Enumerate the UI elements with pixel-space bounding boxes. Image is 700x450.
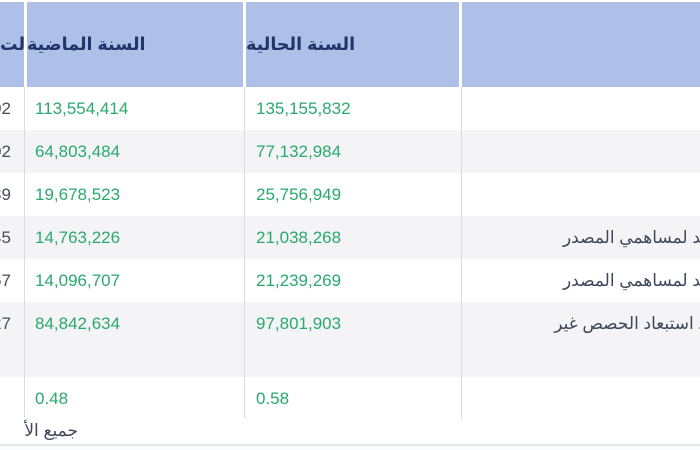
cut-left-value: [0, 377, 24, 420]
current-year-value: 21,239,269: [256, 271, 342, 290]
header-cut-left-column: الت: [0, 2, 24, 87]
header-cut-left-fragment: الت: [0, 34, 24, 54]
last-year-value: 19,678,523: [35, 185, 121, 204]
cut-left-value: 57: [0, 271, 11, 290]
table-row: 39 19,678,523 25,756,949: [0, 173, 700, 216]
table-row-empty: [0, 345, 700, 377]
last-year-value: 64,803,484: [35, 142, 121, 161]
header-last-year: السنة الماضية: [27, 2, 243, 87]
column-separator: [24, 87, 25, 418]
row-label-cell: ئد لمساهمي المصدر: [562, 271, 700, 290]
column-separator: [244, 87, 245, 418]
bottom-band: [0, 446, 700, 450]
last-year-value: 14,763,226: [35, 228, 121, 247]
current-year-value: 77,132,984: [256, 142, 342, 161]
last-year-value: 84,842,634: [35, 314, 121, 333]
cut-left-value: 39: [0, 185, 11, 204]
header-current-year: السنة الحالية: [246, 2, 459, 87]
row-label-cell: ئد لمساهمي المصدر: [562, 228, 700, 247]
last-year-value: 113,554,414: [35, 99, 129, 118]
last-year-value: 14,096,707: [35, 271, 121, 290]
row-label-cell: د استبعاد الحصص غير: [554, 314, 700, 333]
bottom-divider: [0, 444, 700, 446]
header-row-labels-column: [462, 2, 700, 87]
table-row: 02 64,803,484 77,132,984: [0, 130, 700, 173]
row-label-cell: [461, 377, 700, 420]
column-separator: [461, 87, 462, 418]
row-label-cell: [461, 87, 700, 130]
footer-note-fragment: جميع الأ: [24, 421, 78, 440]
table-row: 27 84,842,634 97,801,903 د استبعاد الحصص…: [0, 302, 700, 345]
table-row-eps: 0.48 0.58: [0, 377, 700, 420]
cut-left-value: 45: [0, 228, 11, 247]
current-year-eps-value: 0.58: [256, 389, 290, 408]
table-row: 57 14,096,707 21,239,269 ئد لمساهمي المص…: [0, 259, 700, 302]
row-label-cell: [461, 173, 700, 216]
last-year-eps-value: 0.48: [35, 389, 69, 408]
cut-left-value: 02: [0, 142, 11, 161]
current-year-value: 25,756,949: [256, 185, 342, 204]
header-last-year-label: السنة الماضية: [27, 34, 146, 54]
current-year-value: 135,155,832: [256, 99, 351, 118]
current-year-value: 97,801,903: [256, 314, 342, 333]
header-current-year-label: السنة الحالية: [246, 34, 356, 54]
row-label-cell: [461, 130, 700, 173]
table-row: 02 113,554,414 135,155,832: [0, 87, 700, 130]
table-row: 45 14,763,226 21,038,268 ئد لمساهمي المص…: [0, 216, 700, 259]
current-year-value: 21,038,268: [256, 228, 342, 247]
cut-left-value: 02: [0, 99, 11, 118]
cut-left-value: 27: [0, 314, 11, 333]
